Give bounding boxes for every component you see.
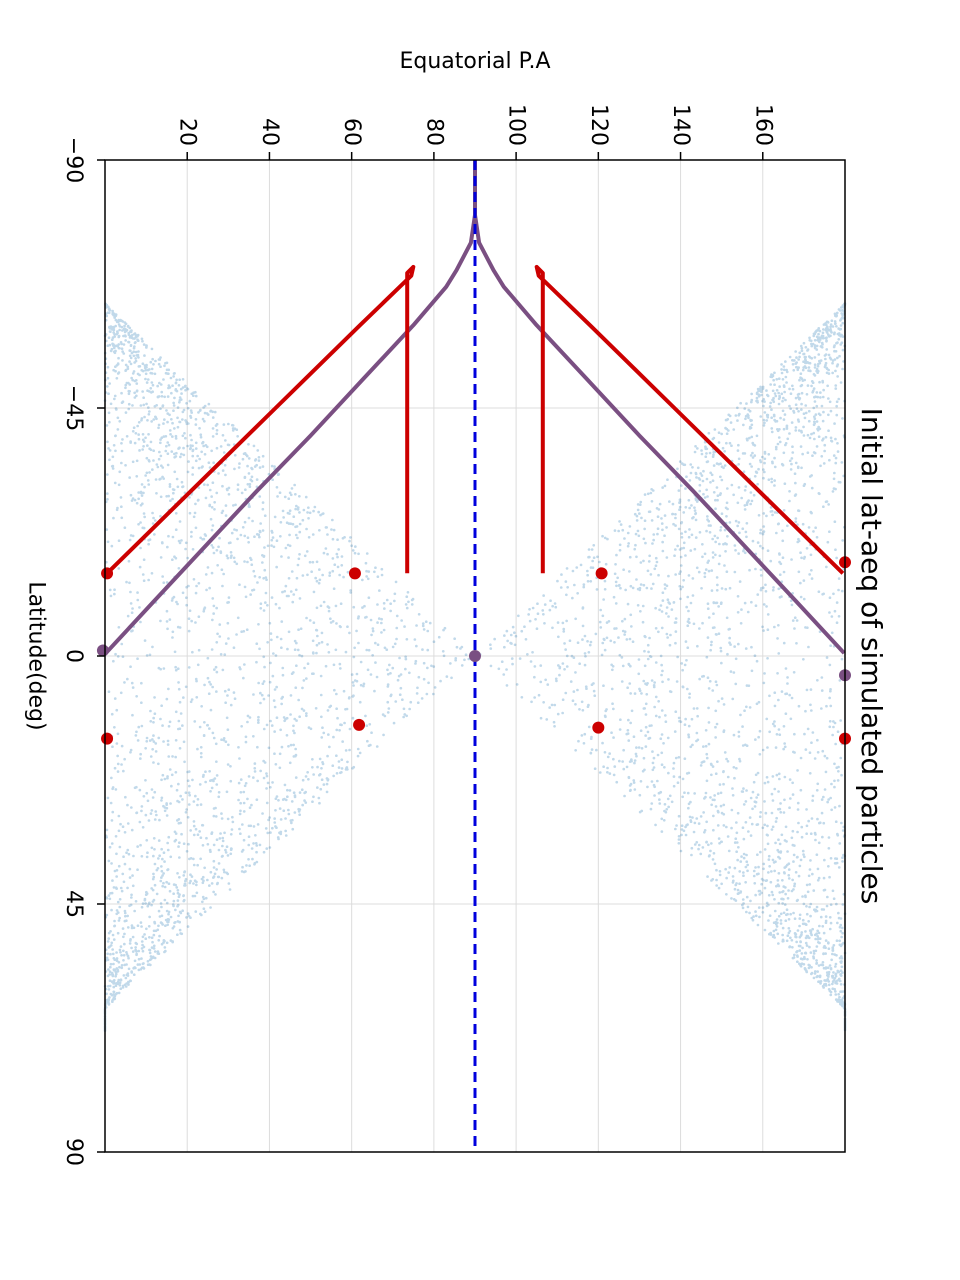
purple-marker <box>469 650 481 662</box>
purple-curve-lower <box>104 160 477 655</box>
markers <box>96 556 851 745</box>
chart-title: Initial lat-aeq of simulated particles <box>855 408 888 905</box>
red-curve-upper <box>534 264 845 575</box>
red-marker <box>592 721 605 734</box>
ticks: 20 40 60 80 100 120 140 160 −90 −45 0 45 90 <box>61 104 775 1166</box>
lat-tick-label: −90 <box>61 137 86 183</box>
purple-marker <box>96 644 109 657</box>
pa-tick-label: 20 <box>175 118 200 146</box>
red-curve-lower <box>105 264 416 575</box>
pa-tick-label: 140 <box>668 104 693 146</box>
x-axis-label: Latitude(deg) <box>24 581 49 730</box>
lat-tick-label: −45 <box>61 385 86 431</box>
red-marker <box>101 732 114 745</box>
scatter-points <box>103 302 847 1032</box>
red-marker <box>353 718 366 731</box>
lat-tick-label: 90 <box>61 1138 86 1166</box>
lat-tick-label: 0 <box>61 649 86 663</box>
pa-tick-label: 160 <box>750 104 775 146</box>
red-marker <box>101 567 114 580</box>
pa-tick-label: 120 <box>586 104 611 146</box>
y-axis-label: Equatorial P.A <box>399 49 550 74</box>
pa-tick-label: 60 <box>339 118 364 146</box>
red-marker <box>348 567 361 580</box>
labels: Latitude(deg) Equatorial P.A Initial lat… <box>24 49 888 904</box>
red-marker <box>595 567 608 580</box>
pa-tick-label: 40 <box>257 118 282 146</box>
scatter-cloud <box>103 302 847 1032</box>
pa-tick-label: 80 <box>421 118 446 146</box>
lat-tick-label: 45 <box>61 890 86 918</box>
pa-tick-label: 100 <box>504 104 529 146</box>
